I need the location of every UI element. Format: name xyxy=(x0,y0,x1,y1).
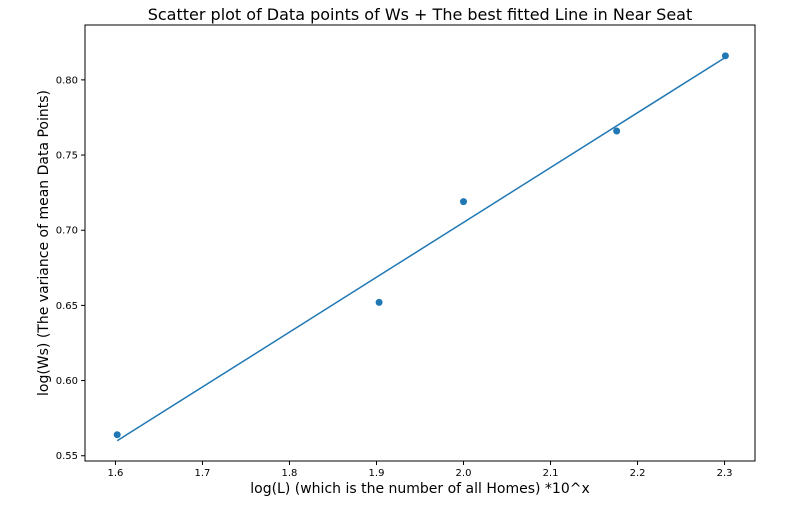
x-tick-label: 1.7 xyxy=(195,468,211,479)
y-tick-label: 0.75 xyxy=(56,151,78,162)
x-tick-label: 1.9 xyxy=(369,468,385,479)
data-point xyxy=(113,431,121,439)
fitted-line xyxy=(116,56,726,442)
chart-title: Scatter plot of Data points of Ws + The … xyxy=(148,5,693,24)
y-tick-label: 0.60 xyxy=(56,376,78,387)
y-axis-ticks: 0.55 0.60 0.65 0.70 0.75 0.80 xyxy=(56,75,85,462)
data-point xyxy=(375,298,383,306)
plot-area xyxy=(113,52,729,442)
y-axis-title: log(Ws) (The variance of mean Data Point… xyxy=(36,90,52,396)
x-tick-label: 2.3 xyxy=(717,468,733,479)
y-tick-label: 0.80 xyxy=(56,75,78,86)
x-axis-ticks: 1.6 1.7 1.8 1.9 2.0 2.1 2.2 2.3 xyxy=(108,461,733,479)
x-tick-label: 2.0 xyxy=(456,468,472,479)
x-tick-label: 1.6 xyxy=(108,468,124,479)
data-point xyxy=(613,127,621,135)
data-point xyxy=(460,198,468,206)
x-tick-label: 1.8 xyxy=(282,468,298,479)
y-tick-label: 0.70 xyxy=(56,226,78,237)
y-tick-label: 0.65 xyxy=(56,301,78,312)
x-axis-title: log(L) (which is the number of all Homes… xyxy=(250,481,590,497)
x-tick-label: 2.1 xyxy=(543,468,559,479)
plot-frame xyxy=(84,24,756,462)
x-tick-label: 2.2 xyxy=(630,468,646,479)
y-tick-label: 0.55 xyxy=(56,451,78,462)
